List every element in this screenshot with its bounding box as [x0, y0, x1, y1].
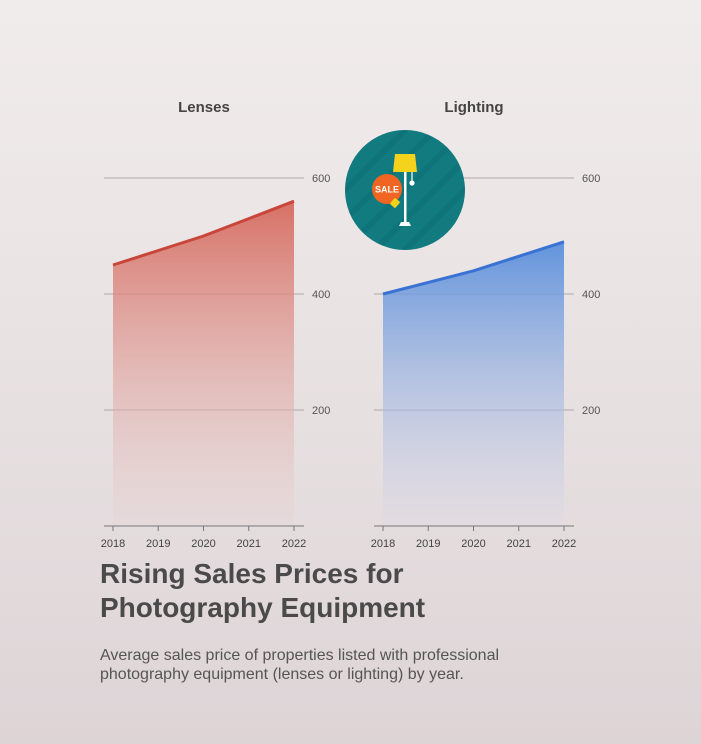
lenses-y-tick-label: 200 — [312, 405, 330, 417]
lenses-chart-title: Lenses — [178, 99, 230, 116]
lighting-y-tick-label: 200 — [582, 405, 600, 417]
lighting-area-fill — [383, 241, 564, 527]
lenses-y-tick-label: 600 — [312, 173, 330, 185]
lighting-chart: Lighting 200 400 600 2018 2019 2020 2021 2022 — [371, 99, 601, 550]
lenses-x-tick-label: 2018 — [101, 538, 125, 550]
lighting-x-tick-label: 2019 — [416, 538, 440, 550]
lighting-x-tick-label: 2020 — [461, 538, 485, 550]
page-title: Rising Sales Prices for Photography Equi… — [100, 558, 426, 623]
lenses-x-tick-label: 2020 — [191, 538, 215, 550]
lenses-series-line — [112, 199, 295, 267]
lighting-chart-title: Lighting — [444, 99, 503, 116]
lighting-y-tick-label: 400 — [582, 289, 600, 301]
lenses-x-tick-label: 2022 — [282, 538, 306, 550]
floor-lamp-sale-tag-icon: SALE — [345, 130, 465, 250]
lighting-x-tick-label: 2021 — [507, 538, 531, 550]
lenses-y-tick-label: 400 — [312, 289, 330, 301]
charts-area: Lenses 200 400 600 2018 2019 2020 2021 2022 Li… — [101, 99, 601, 550]
lighting-x-tick-label: 2018 — [371, 538, 395, 550]
lenses-chart: Lenses 200 400 600 2018 2019 2020 2021 2022 — [101, 99, 331, 550]
lenses-x-tick-label: 2021 — [237, 538, 261, 550]
lenses-area-fill — [113, 201, 294, 526]
lenses-x-tick-label: 2019 — [146, 538, 170, 550]
page-subtitle: Average sales price of properties listed… — [100, 647, 500, 683]
lighting-series-line — [382, 240, 565, 296]
lighting-y-tick-label: 600 — [582, 173, 600, 185]
sale-tag-text: SALE — [375, 185, 399, 195]
lighting-x-tick-label: 2022 — [552, 538, 576, 550]
